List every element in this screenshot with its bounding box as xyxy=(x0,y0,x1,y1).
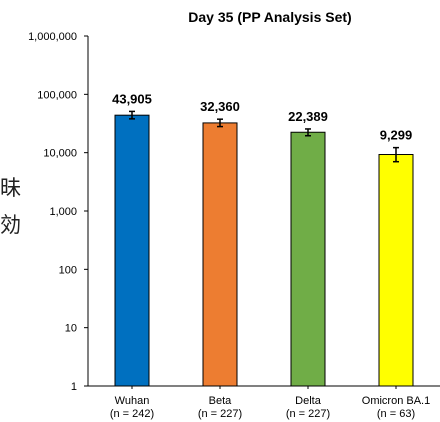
bar xyxy=(290,131,326,387)
bar xyxy=(202,122,238,387)
x-tick-label: Wuhan xyxy=(115,395,150,407)
bars xyxy=(114,110,414,387)
bar xyxy=(114,114,150,387)
data-label: 32,360 xyxy=(200,99,240,114)
y-tick-label: 100 xyxy=(59,264,77,276)
data-label: 43,905 xyxy=(112,91,152,106)
x-tick-label: Delta xyxy=(295,395,322,407)
y-tick-label: 10 xyxy=(65,323,77,335)
y-tick-label: 10,000 xyxy=(43,148,77,160)
chart-title: Day 35 (PP Analysis Set) xyxy=(188,9,351,25)
y-tick-label: 1,000,000 xyxy=(28,31,77,43)
x-tick-label: Omicron BA.1 xyxy=(362,395,430,407)
side-text-1: 昧 xyxy=(0,176,21,200)
x-tick-label: Beta xyxy=(209,395,233,407)
y-tick-label: 100,000 xyxy=(37,89,77,101)
y-tick-label: 1,000 xyxy=(49,206,77,218)
bar xyxy=(378,154,414,387)
data-label: 22,389 xyxy=(288,109,328,124)
x-tick-sublabel: (n = 242) xyxy=(110,408,154,420)
side-text-2: 効 xyxy=(0,213,21,237)
x-tick-sublabel: (n = 227) xyxy=(198,408,242,420)
data-label: 9,299 xyxy=(380,128,413,143)
axes: 1 10 100 1,000 10,000 100,000 1,000,000 xyxy=(28,31,440,393)
y-tick-label: 1 xyxy=(71,381,77,393)
x-tick-sublabel: (n = 63) xyxy=(377,408,415,420)
x-tick-sublabel: (n = 227) xyxy=(286,408,330,420)
